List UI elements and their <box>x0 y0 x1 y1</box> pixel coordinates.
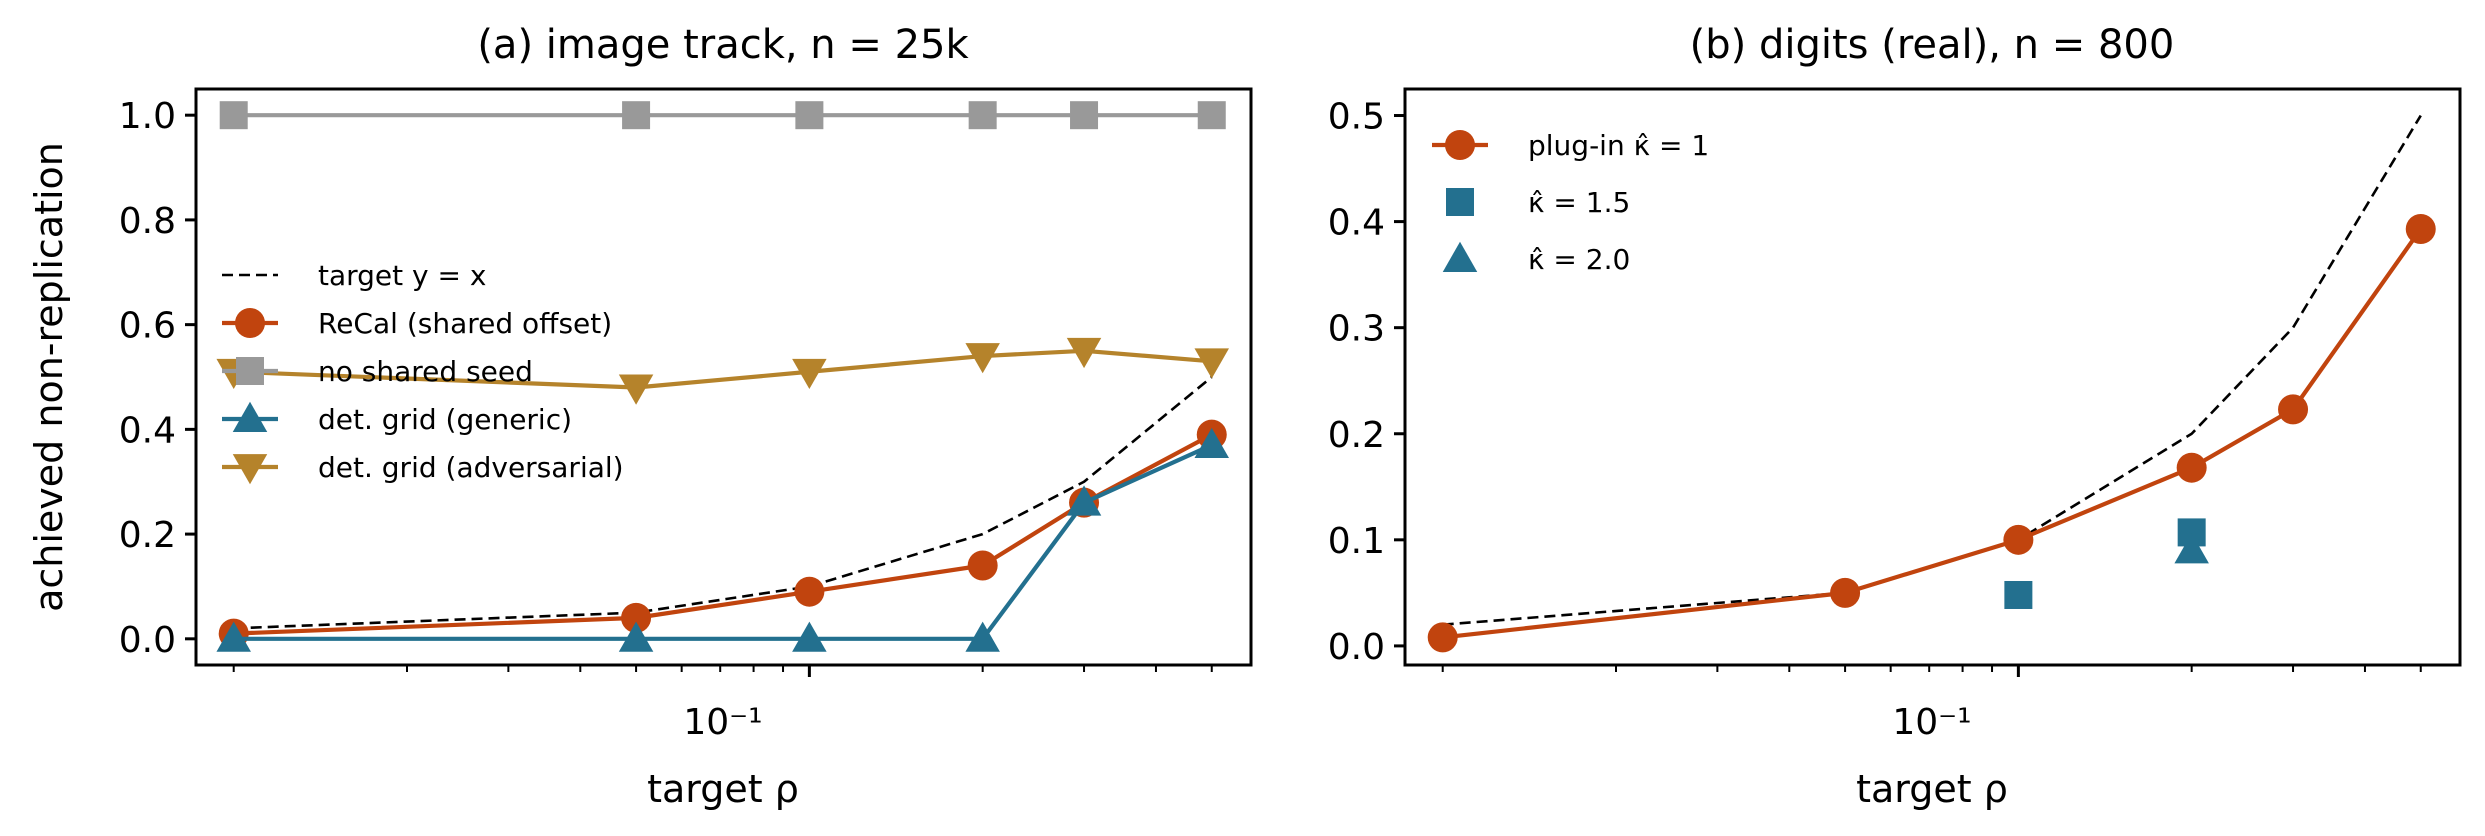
panel-a-xticks <box>232 665 1213 677</box>
panel-b-xticks <box>1441 665 2422 677</box>
legend-marker-det-grid-adversarial <box>232 454 268 485</box>
plug-in-1-point <box>2278 394 2309 425</box>
plug-in-1-point <box>2176 452 2207 483</box>
legend-marker-1-5 <box>1446 188 1474 216</box>
det-grid-generic-point <box>1066 485 1102 516</box>
ytick-label: 0.4 <box>1328 203 1385 244</box>
panel-a-title: (a) image track, n = 25k <box>477 22 969 68</box>
1-5-point <box>2004 580 2033 609</box>
det-grid-adversarial-line <box>233 348 1212 390</box>
legend-label-det-grid-generic: det. grid (generic) <box>318 403 572 436</box>
det-grid-adversarial-point <box>1066 337 1102 369</box>
det-grid-generic-line <box>233 443 1213 641</box>
plug-in-1-point <box>1427 622 1458 653</box>
plug-in-1-point <box>2003 524 2034 555</box>
ytick-label: 0.4 <box>119 410 176 451</box>
no-shared-seed-point <box>622 101 651 130</box>
ytick-label: 0.1 <box>1328 521 1385 562</box>
ytick-label: 0.0 <box>119 620 176 661</box>
legend-label-det-grid-adversarial: det. grid (adversarial) <box>318 451 624 484</box>
panel-b-frame <box>1403 87 2462 667</box>
panel-b-yticks: 0.0 0.1 0.2 0.3 0.4 0.5 <box>1328 97 1405 668</box>
recal-shared-offset-point <box>621 602 652 633</box>
plug-in-1-line <box>1442 227 2423 640</box>
ytick-label: 0.2 <box>1328 415 1385 456</box>
ytick-label: 0.3 <box>1328 309 1385 350</box>
det-grid-generic-point <box>1194 427 1229 459</box>
ytick-label: 0.6 <box>119 306 176 347</box>
plug-in-1-point <box>1830 577 1861 608</box>
det-grid-adversarial-point <box>1194 348 1229 379</box>
legend-label-recal-shared-offset: ReCal (shared offset) <box>318 307 612 340</box>
panel-a-series <box>216 101 1229 652</box>
legend-marker-no-shared-seed <box>236 357 264 385</box>
legend-label-target-y-x: target y = x <box>318 259 486 292</box>
ytick-label: 0.2 <box>119 515 176 556</box>
ytick-label: 0.0 <box>1328 627 1385 668</box>
no-shared-seed-point <box>968 101 997 130</box>
legend-label-1-5: κ̂ = 1.5 <box>1528 186 1630 219</box>
legend-marker-plug-in-1 <box>1445 130 1475 160</box>
det-grid-adversarial-point <box>965 343 1000 374</box>
no-shared-seed-point <box>795 101 824 130</box>
panel-b: (b) digits (real), n = 800 target ρ 10⁻¹… <box>1328 22 2462 811</box>
recal-shared-offset-point <box>967 550 998 581</box>
panel-b-title: (b) digits (real), n = 800 <box>1690 22 2175 68</box>
no-shared-seed-point <box>1070 101 1099 130</box>
ytick-label: 0.5 <box>1328 97 1385 138</box>
recal-shared-offset-point <box>794 576 825 607</box>
panel-b-legend: plug-in κ̂ = 1 κ̂ = 1.5 κ̂ = 2.0 <box>1432 129 1709 276</box>
legend-marker-recal-shared-offset <box>235 308 265 338</box>
panel-b-series <box>1427 114 2436 653</box>
panel-a-ylabel: achieved non-replication <box>27 142 71 612</box>
panel-b-xtick-label: 10⁻¹ <box>1892 702 1971 743</box>
legend-label-no-shared-seed: no shared seed <box>318 355 533 388</box>
ytick-label: 0.8 <box>119 201 176 242</box>
det-grid-generic-point <box>792 621 827 652</box>
no-shared-seed-point <box>219 101 248 130</box>
panel-b-xlabel: target ρ <box>1856 767 2008 811</box>
2-0-point <box>2174 533 2209 564</box>
panel-a-xtick-label: 10⁻¹ <box>683 702 762 743</box>
panel-a-xlabel: target ρ <box>647 767 799 811</box>
series-line <box>1442 114 2422 626</box>
legend-marker-det-grid-generic <box>232 401 268 432</box>
target-y-x-line <box>233 375 1213 630</box>
legend-marker-2-0 <box>1442 241 1478 272</box>
legend-label-2-0: κ̂ = 2.0 <box>1528 243 1630 276</box>
panel-a-frame <box>194 87 1253 667</box>
det-grid-generic-point <box>965 621 1000 652</box>
no-shared-seed-point <box>1197 101 1226 130</box>
panel-a-yticks: 0.0 0.2 0.4 0.6 0.8 1.0 <box>119 96 196 661</box>
panel-a: (a) image track, n = 25k target ρ achiev… <box>27 22 1253 811</box>
det-grid-generic-point <box>618 621 654 652</box>
plug-in-1-point <box>2405 214 2436 245</box>
legend-label-plug-in-1: plug-in κ̂ = 1 <box>1528 129 1709 162</box>
ytick-label: 1.0 <box>119 96 176 137</box>
panel-a-legend: target y = x ReCal (shared offset) no shar… <box>222 259 624 485</box>
det-grid-adversarial-point <box>792 358 827 390</box>
det-grid-generic-point <box>216 621 251 652</box>
det-grid-adversarial-point <box>618 374 654 405</box>
